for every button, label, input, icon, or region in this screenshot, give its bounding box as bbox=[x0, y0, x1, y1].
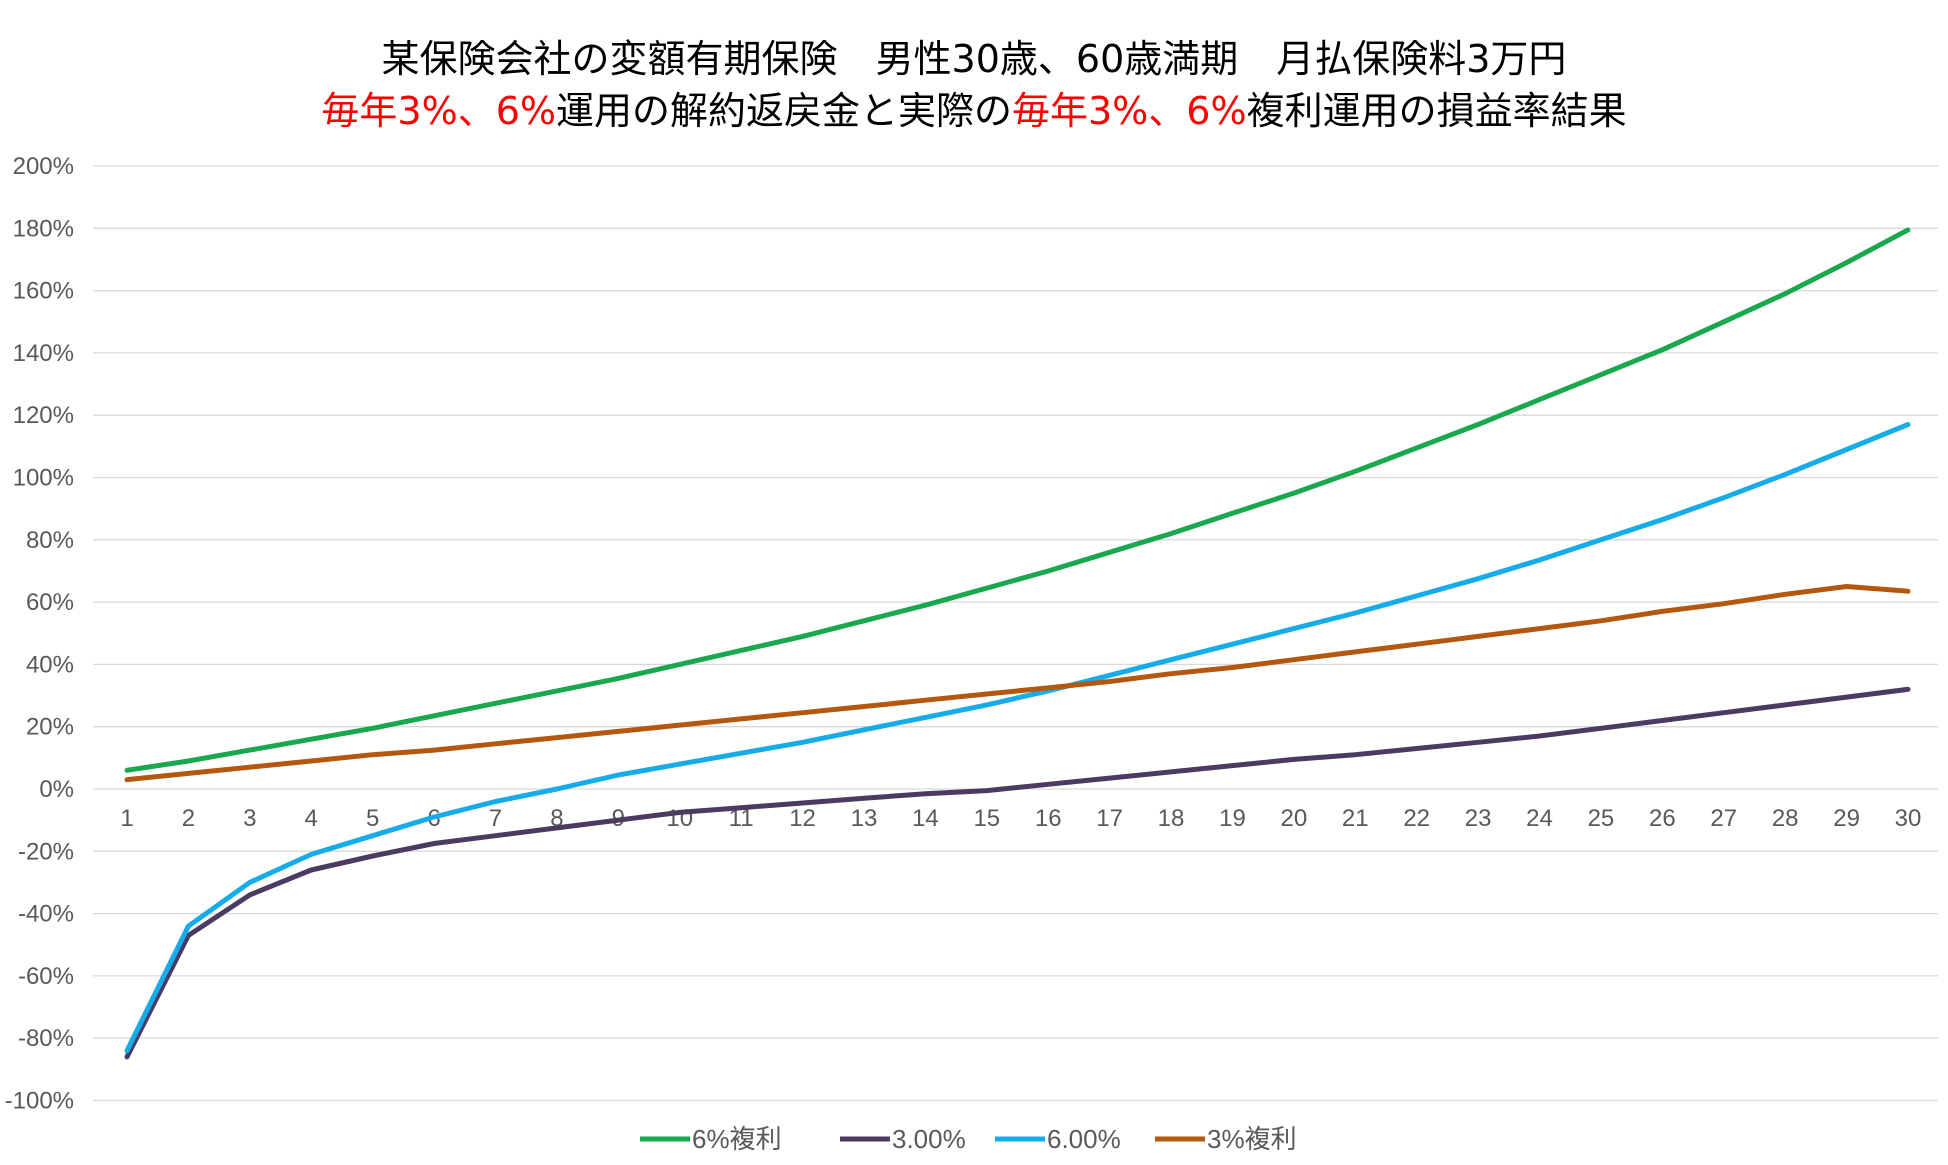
x-tick-label: 20 bbox=[1281, 805, 1308, 832]
title-part-3: 毎年3%、6% bbox=[1012, 89, 1247, 133]
legend-label-1: 6%複利 bbox=[692, 1124, 782, 1154]
series-line-3 bbox=[124, 422, 1911, 1054]
x-tick-label: 30 bbox=[1895, 805, 1922, 832]
y-tick-label: 160% bbox=[13, 278, 74, 305]
title-part-4: 複利運用の損益率結果 bbox=[1246, 89, 1627, 133]
x-tick-label: 16 bbox=[1035, 805, 1062, 832]
x-tick-label: 1 bbox=[120, 805, 133, 832]
x-tick-label: 24 bbox=[1526, 805, 1553, 832]
y-tick-label: 200% bbox=[13, 153, 74, 180]
y-tick-label: 60% bbox=[26, 589, 74, 616]
x-tick-label: 19 bbox=[1219, 805, 1246, 832]
series-line-4 bbox=[124, 584, 1911, 783]
x-tick-label: 22 bbox=[1403, 805, 1430, 832]
legend-label-3: 6.00% bbox=[1047, 1124, 1121, 1154]
chart-title-line-2: 毎年3%、6%運用の解約返戻金と実際の毎年3%、6%複利運用の損益率結果 bbox=[0, 80, 1948, 135]
y-tick-label: 180% bbox=[13, 215, 74, 242]
y-tick-label: -20% bbox=[18, 838, 74, 865]
y-tick-label: 0% bbox=[39, 776, 74, 803]
y-tick-label: 40% bbox=[26, 651, 74, 678]
x-tick-label: 12 bbox=[789, 805, 816, 832]
y-tick-label: 120% bbox=[13, 402, 74, 429]
chart-title-line-1: 某保険会社の変額有期保険 男性30歳、60歳満期 月払保険料3万円 bbox=[381, 37, 1567, 81]
x-tick-label: 23 bbox=[1465, 805, 1492, 832]
x-tick-label: 7 bbox=[489, 805, 502, 832]
x-tick-label: 18 bbox=[1158, 805, 1185, 832]
x-tick-label: 14 bbox=[912, 805, 939, 832]
x-tick-label: 28 bbox=[1772, 805, 1799, 832]
title-part-1: 毎年3%、6% bbox=[321, 89, 556, 133]
y-tick-label: -80% bbox=[18, 1025, 74, 1052]
x-tick-label: 29 bbox=[1833, 805, 1860, 832]
title-part-2: 運用の解約返戻金と実際の bbox=[555, 89, 1012, 133]
legend-label-2: 3.00% bbox=[892, 1124, 966, 1154]
x-tick-label: 15 bbox=[973, 805, 1000, 832]
series-line-1 bbox=[124, 227, 1911, 773]
x-tick-label: 26 bbox=[1649, 805, 1676, 832]
y-tick-label: -100% bbox=[5, 1088, 74, 1115]
x-tick-label: 5 bbox=[366, 805, 379, 832]
y-tick-label: 80% bbox=[26, 527, 74, 554]
y-tick-label: 140% bbox=[13, 340, 74, 367]
x-tick-label: 13 bbox=[851, 805, 878, 832]
y-tick-label: 20% bbox=[26, 714, 74, 741]
x-tick-label: 2 bbox=[182, 805, 195, 832]
series-line-2 bbox=[124, 686, 1911, 1060]
y-tick-label: 100% bbox=[13, 465, 74, 492]
x-tick-label: 17 bbox=[1096, 805, 1123, 832]
x-tick-label: 21 bbox=[1342, 805, 1369, 832]
y-tick-label: -40% bbox=[18, 901, 74, 928]
x-tick-label: 4 bbox=[305, 805, 318, 832]
x-tick-label: 27 bbox=[1710, 805, 1737, 832]
x-tick-label: 25 bbox=[1588, 805, 1615, 832]
legend-label-4: 3%複利 bbox=[1207, 1124, 1297, 1154]
x-tick-label: 10 bbox=[666, 805, 693, 832]
x-tick-label: 3 bbox=[243, 805, 256, 832]
y-tick-label: -60% bbox=[18, 963, 74, 990]
